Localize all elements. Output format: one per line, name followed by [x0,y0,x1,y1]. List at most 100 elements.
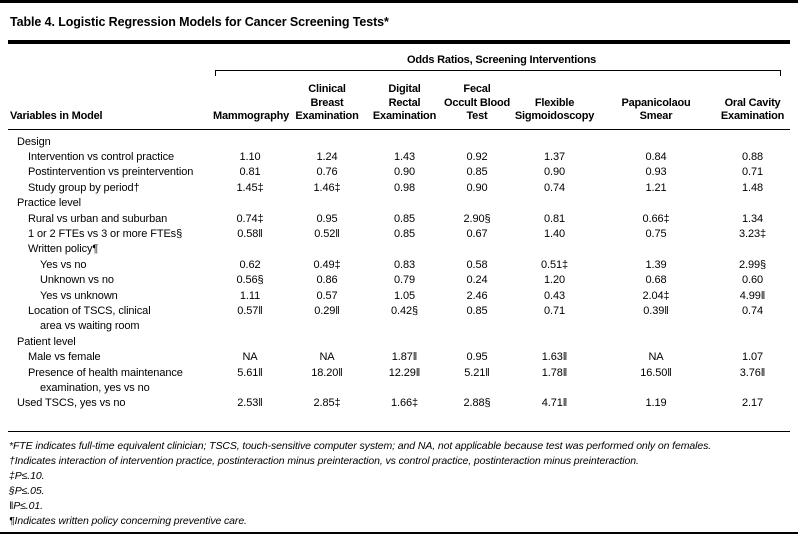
odds-ratio-value [597,129,715,150]
table-row: Yes vs unknown 1.11 0.57 1.05 2.46 0.43 … [8,289,790,304]
odds-ratio-value: 1.19 [645,397,667,410]
odds-ratio-value: 5.61‖ [237,366,263,379]
odds-ratio-value: 0.74 [543,181,565,194]
odds-ratio-value [213,242,287,257]
odds-ratio-value: 0.52‖ [314,227,340,240]
odds-ratio-value: 1.45‡ [236,181,264,194]
odds-ratio-value: 0.60 [742,274,764,287]
odds-ratio-value: 1.63‖ [541,351,568,364]
odds-ratio-value [715,196,790,211]
column-header-fecal-occult-blood-test: Fecal Occult Blood Test [442,77,512,130]
odds-ratio-value: 0.43 [543,289,565,302]
odds-ratio-value: 0.71 [543,304,565,317]
table-row: Practice level [8,196,790,211]
row-label: Used TSCS, yes vs no [17,397,126,410]
odds-ratio-value: 1.07 [742,351,764,364]
odds-ratio-value: 1.24 [316,150,338,163]
odds-ratio-value: 0.74 [742,304,764,317]
row-label: Location of TSCS, clinical area vs waiti… [28,304,151,333]
spanner-cell: Odds Ratios, Screening Interventions [213,44,790,77]
odds-ratio-value: 3.23‡ [739,227,767,240]
odds-ratio-value: 3.76‖ [739,366,766,379]
odds-ratio-value: 0.51‡ [540,258,569,271]
odds-ratio-value [512,242,597,257]
odds-ratio-value: 2.99§ [739,258,767,271]
odds-ratio-value: 2.90§ [463,212,491,225]
odds-ratio-value [715,335,790,350]
spanner-spacer [8,44,213,77]
odds-ratio-value: 0.76 [316,166,338,179]
odds-ratio-value: 1.20 [543,274,565,287]
odds-ratio-value [367,196,442,211]
odds-ratio-value: 0.95 [316,212,338,225]
footnote: *FTE indicates full-time equivalent clin… [9,440,712,453]
odds-ratio-value: 0.24 [466,274,488,287]
odds-ratio-value: 0.68 [645,274,667,287]
odds-ratio-value: 0.58 [466,258,488,271]
odds-ratio-value: 0.71 [742,166,764,179]
odds-ratio-value: 1.21 [645,181,667,194]
row-label: Intervention vs control practice [28,150,174,163]
table-title: Table 4. Logistic Regression Models for … [10,15,389,29]
odds-ratio-value [512,196,597,211]
column-header-digital-rectal-examination: Digital Rectal Examination [367,77,442,130]
column-header-clinical-breast-examination: Clinical Breast Examination [287,77,367,130]
odds-ratio-value: 0.86 [316,274,338,287]
row-label: Practice level [17,197,82,210]
odds-ratio-value [512,335,597,350]
row-label: Design [17,135,51,148]
table-row: Written policy¶ [8,242,790,257]
odds-ratio-value: 0.90 [543,166,565,179]
row-label: Presence of health maintenance examinati… [28,366,183,394]
table-row: Used TSCS, yes vs no 2.53‖ 2.85‡ 1.66‡ 2… [8,396,790,411]
column-header-flexible-sigmoidoscopy: Flexible Sigmoidoscopy [512,77,597,130]
odds-ratio-value: 0.98 [393,181,415,194]
column-header-row: Variables in Model Mammography Clinical … [8,77,791,130]
odds-ratio-value: NA [242,351,258,364]
odds-ratio-value: 2.88§ [463,397,491,410]
odds-ratio-value [287,129,367,150]
odds-ratio-value [287,335,367,350]
odds-ratio-value: 2.04‡ [642,289,670,302]
odds-ratio-value: 0.74‡ [236,212,264,225]
odds-ratio-value: 0.66‡ [642,212,670,225]
table-row: Presence of health maintenance examinati… [8,366,790,397]
row-label: Male vs female [28,351,101,364]
odds-ratio-value: 0.57 [316,289,338,302]
column-header-oral-cavity-examination: Oral Cavity Examination [715,77,791,130]
odds-ratio-value [512,129,597,150]
odds-ratio-value: 12.29‖ [388,366,421,379]
footnote: ‖P≤.01. [9,500,43,513]
row-label: Rural vs urban and suburban [28,212,168,225]
odds-ratio-value [213,335,287,350]
footnote: ‡P≤.10. [9,470,45,483]
thick-rule [8,40,790,44]
odds-ratio-value [367,129,442,150]
odds-ratio-value [597,335,715,350]
odds-ratio-value: 0.92 [466,150,488,163]
column-header-variables: Variables in Model [8,77,213,130]
odds-ratio-value: 2.53‖ [237,397,263,410]
odds-ratio-value: 0.39‖ [643,304,669,317]
odds-ratio-value: 1.48 [742,181,764,194]
odds-ratio-value [715,242,790,257]
odds-ratio-value: 0.42§ [390,304,419,317]
odds-ratio-value: 0.29‖ [314,304,340,317]
row-label: Yes vs no [40,258,87,271]
row-label: Unknown vs no [40,274,114,287]
row-label: Written policy¶ [28,243,99,256]
odds-ratio-value: 1.78‖ [541,366,568,379]
odds-ratio-value: 1.10 [239,150,261,163]
odds-ratio-value: 2.85‡ [313,397,341,410]
odds-ratio-value: NA [319,351,335,364]
odds-ratio-value: 5.21‖ [464,366,490,379]
odds-ratio-value [442,129,512,150]
odds-ratio-value: 0.75 [645,227,667,240]
odds-ratio-value: 1.05 [393,289,415,302]
odds-ratio-value: 2.46 [466,289,488,302]
odds-ratio-value [715,129,790,150]
odds-ratio-value: 0.85 [393,212,415,225]
spanner-row: Odds Ratios, Screening Interventions [8,44,790,77]
odds-ratio-value [442,242,512,257]
